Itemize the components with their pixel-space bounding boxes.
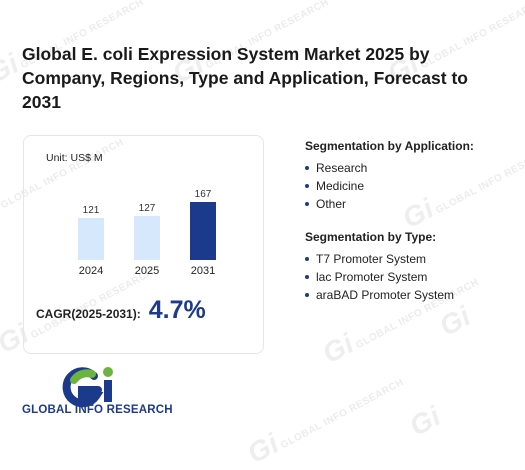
bar-2031: [190, 202, 216, 260]
list-item: Medicine: [305, 177, 474, 195]
cagr-label: CAGR(2025-2031):: [36, 307, 141, 321]
data-label-2031: 167: [195, 189, 212, 200]
x-tick-label-2031: 2031: [191, 265, 215, 277]
x-tick-label-2024: 2024: [79, 265, 103, 277]
bar-2025: [134, 215, 160, 260]
x-tick-label-2025: 2025: [135, 265, 159, 277]
list-item: Other: [305, 195, 474, 213]
watermark: Gi: [404, 400, 446, 442]
type-list: T7 Promoter System lac Promoter System a…: [305, 250, 454, 304]
list-item: lac Promoter System: [305, 268, 454, 286]
application-list: Research Medicine Other: [305, 159, 474, 213]
list-item: T7 Promoter System: [305, 250, 454, 268]
list-item: araBAD Promoter System: [305, 286, 454, 304]
application-segmentation: Segmentation by Application: Research Me…: [305, 139, 474, 213]
logo-text: GLOBAL INFO RESEARCH: [22, 404, 173, 416]
unit-label: Unit: US$ M: [46, 152, 103, 164]
type-title: Segmentation by Type:: [305, 230, 437, 244]
chart-card: Unit: US$ M 121 2024 127 2025 167 2031 CAGR(2…: [23, 135, 264, 354]
page-title: Global E. coli Expression System Market …: [22, 44, 468, 112]
data-label-2024: 121: [83, 205, 100, 216]
bar-2024: [78, 217, 104, 260]
type-segmentation: Segmentation by Type: T7 Promoter System…: [305, 230, 454, 304]
watermark: Gi: [434, 300, 476, 342]
cagr-row: CAGR(2025-2031): 4.7%: [36, 296, 206, 325]
bar-chart: 121 2024 127 2025 167 2031: [78, 189, 216, 277]
application-title: Segmentation by Application:: [305, 139, 474, 153]
gi-logo-icon: [62, 367, 113, 408]
list-item: Research: [305, 159, 474, 177]
data-label-2025: 127: [139, 203, 156, 214]
watermark: GiGLOBAL INFO RESEARCH: [242, 376, 406, 470]
cagr-value: 4.7%: [148, 296, 206, 324]
